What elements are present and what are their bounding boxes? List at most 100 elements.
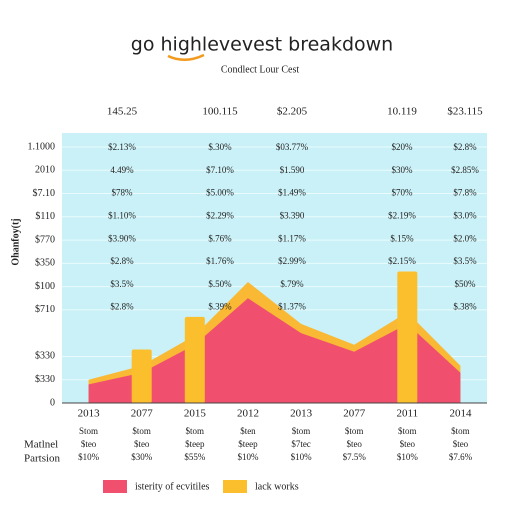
- cell-label: $2.8%: [453, 142, 477, 152]
- cell-label: $03.77%: [276, 142, 309, 152]
- bottom-cell: $30%: [131, 452, 153, 462]
- cell-label: $78%: [112, 188, 134, 198]
- bottom-cell: $10%: [237, 452, 259, 462]
- y-tick-label: $350: [35, 258, 55, 269]
- bottom-cell: $7.6%: [449, 452, 473, 462]
- legend-label: isterity of ecvitiles: [135, 481, 210, 492]
- bottom-cell: Stom: [79, 426, 98, 436]
- chart-title: go highlevevest breakdown: [131, 34, 393, 56]
- cell-label: $2.19%: [388, 210, 416, 220]
- bar: [184, 316, 205, 403]
- column-header: 100.115: [202, 106, 238, 118]
- y-tick-label: $770: [35, 234, 55, 245]
- bottom-cell: $7.5%: [343, 452, 367, 462]
- bottom-cell: $teo: [134, 439, 150, 449]
- bottom-cell: $teo: [453, 439, 469, 449]
- cell-label: $3.5%: [453, 256, 477, 266]
- cell-label: $50%: [455, 279, 477, 289]
- y-tick-label: $710: [35, 304, 55, 315]
- bottom-cell: $teo: [346, 439, 362, 449]
- bottom-cell: $teo: [81, 439, 97, 449]
- cell-label: $1.49%: [278, 188, 306, 198]
- cell-label: $.79%: [280, 279, 304, 289]
- x-tick-label: 2011: [397, 408, 419, 420]
- x-tick-label: 2013: [290, 408, 313, 420]
- subtitle: Condlect Lour Cest: [221, 64, 300, 75]
- title-swoosh: [167, 53, 205, 61]
- bottom-cell: $tom: [132, 426, 151, 436]
- cell-label: $2.13%: [108, 142, 136, 152]
- bottom-cell: $teep: [185, 439, 205, 449]
- cell-label: $1.10%: [108, 210, 136, 220]
- y-tick-label: 0: [50, 397, 55, 408]
- cell-label: $3.0%: [453, 210, 477, 220]
- y-tick-label: $330: [35, 374, 55, 385]
- cell-label: $1.76%: [206, 256, 234, 266]
- cell-label: $70%: [392, 188, 414, 198]
- cell-label: $1.17%: [278, 233, 306, 243]
- cell-label: $2.8%: [110, 302, 134, 312]
- y-tick-label: $7.10: [33, 188, 56, 199]
- cell-label: $2.99%: [278, 256, 306, 266]
- x-tick-label: 2015: [184, 408, 207, 420]
- bottom-cell: $tom: [186, 426, 205, 436]
- cell-label: $2.8%: [110, 256, 134, 266]
- cell-label: $30%: [392, 165, 414, 175]
- x-tick-label: 2013: [78, 408, 101, 420]
- cell-label: $3.90%: [108, 233, 136, 243]
- cell-label: $5.00%: [206, 188, 234, 198]
- cell-label: $2.29%: [206, 210, 234, 220]
- cell-label: $3.390: [280, 210, 305, 220]
- bottom-cell: $10%: [397, 452, 419, 462]
- x-tick-label: 2077: [131, 408, 154, 420]
- legend-swatch: [223, 480, 247, 493]
- cell-label: $7.10%: [206, 165, 234, 175]
- cell-label: $1.37%: [278, 302, 306, 312]
- cell-label: $2.85%: [451, 165, 479, 175]
- column-header: 10.119: [387, 106, 417, 118]
- bottom-cell: $teo: [400, 439, 416, 449]
- bar: [397, 271, 418, 403]
- bottom-cell: $tom: [451, 426, 470, 436]
- cell-label: $20%: [392, 142, 414, 152]
- row-label: Matlnel: [24, 439, 58, 451]
- cell-label: $.15%: [390, 233, 414, 243]
- bottom-cell: $10%: [291, 452, 313, 462]
- cell-label: $1.590: [280, 165, 305, 175]
- bottom-cell: $tom: [292, 426, 311, 436]
- bottom-cell: $teep: [238, 439, 258, 449]
- cell-label: $7.8%: [453, 188, 477, 198]
- y-tick-label: $330: [35, 351, 55, 362]
- bottom-cell: $ten: [240, 426, 256, 436]
- bottom-cell: $tom: [398, 426, 417, 436]
- x-tick-label: 2012: [237, 408, 259, 420]
- column-header: $2.205: [277, 106, 308, 118]
- row-label: Partsion: [24, 453, 61, 465]
- y-tick-label: 1.1000: [28, 141, 56, 152]
- column-header: $23.115: [447, 106, 483, 118]
- x-tick-label: 2014: [449, 408, 472, 420]
- y-tick-label: 2010: [35, 165, 55, 176]
- bottom-cell: $55%: [184, 452, 206, 462]
- cell-label: $3.5%: [110, 279, 134, 289]
- cell-label: $.39%: [208, 302, 232, 312]
- y-axis-label: Ohanfoy(tj: [10, 218, 21, 265]
- cell-label: $2.15%: [388, 256, 416, 266]
- cell-label: $2.0%: [453, 233, 477, 243]
- cell-label: $.50%: [208, 279, 232, 289]
- cell-label: 4.49%: [110, 165, 134, 175]
- x-tick-label: 2077: [343, 408, 366, 420]
- bar: [131, 349, 152, 403]
- area: [88, 298, 461, 403]
- cell-label: $.30%: [208, 142, 232, 152]
- bottom-cell: $10%: [78, 452, 100, 462]
- y-tick-label: $110: [35, 211, 55, 222]
- cell-label: $.38%: [453, 302, 477, 312]
- bottom-cell: $tom: [345, 426, 364, 436]
- legend-swatch: [103, 480, 127, 493]
- column-header: 145.25: [107, 106, 138, 118]
- y-tick-label: $100: [35, 281, 55, 292]
- cell-label: $.76%: [208, 233, 232, 243]
- legend-label: lack works: [255, 481, 299, 492]
